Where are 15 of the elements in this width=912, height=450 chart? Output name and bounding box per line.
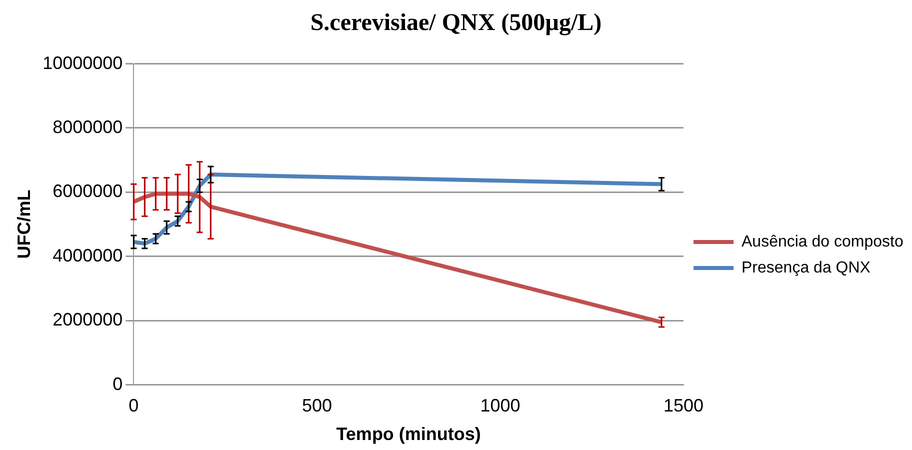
y-tick-label: 10000000 — [42, 52, 123, 73]
x-tick-label: 1500 — [663, 396, 704, 416]
legend-label: Presença da QNX — [742, 259, 871, 276]
x-tick-label: 500 — [302, 396, 332, 416]
legend-label: Ausência do composto — [742, 233, 904, 250]
y-tick-label: 4000000 — [52, 245, 123, 266]
x-tick-label: 1000 — [480, 396, 520, 416]
y-tick-label: 6000000 — [52, 181, 123, 202]
y-tick-label: 8000000 — [52, 116, 123, 137]
x-axis-title: Tempo (minutos) — [336, 424, 481, 444]
y-tick-label: 2000000 — [52, 310, 123, 330]
chart-title: S.cerevisiae/ QNX (500µg/L) — [309, 10, 603, 37]
y-tick-label: 0 — [112, 374, 123, 394]
y-axis-title: UFC/mL — [14, 190, 34, 259]
x-tick-label: 0 — [128, 396, 139, 416]
